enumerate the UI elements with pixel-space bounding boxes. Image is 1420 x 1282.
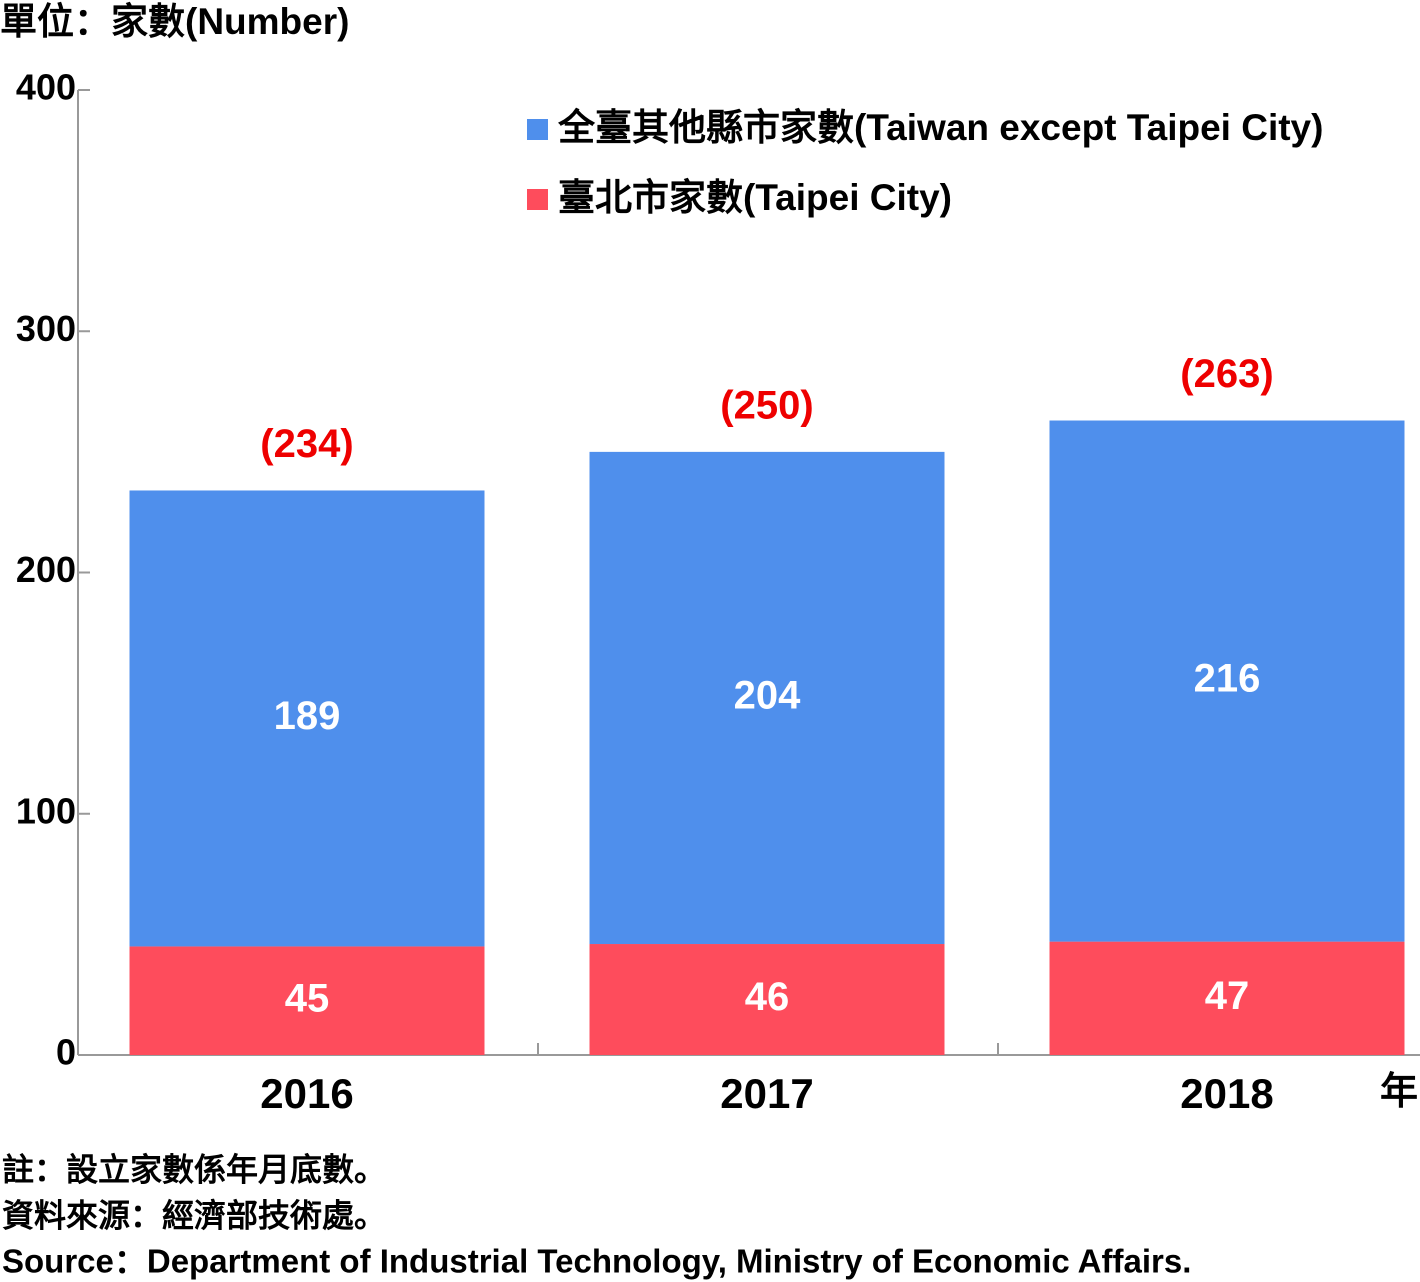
data-label: 47 <box>1205 974 1250 1018</box>
legend-label: 全臺其他縣市家數(Taiwan except Taipei City) <box>557 106 1323 148</box>
x-tick-label: 2016 <box>260 1070 353 1117</box>
y-tick-label: 200 <box>16 549 76 590</box>
data-label: 216 <box>1194 657 1261 701</box>
x-unit: 年 <box>1380 1071 1418 1113</box>
legend-swatch <box>527 119 548 140</box>
data-label: 189 <box>274 694 341 738</box>
data-label: 204 <box>734 674 801 718</box>
x-tick-label: 2018 <box>1180 1070 1273 1117</box>
bar-segment <box>1049 941 1405 1055</box>
bar-segment <box>1049 420 1405 942</box>
y-tick-label: 0 <box>56 1032 76 1073</box>
data-label: 45 <box>285 976 330 1020</box>
data-label: 46 <box>745 975 790 1019</box>
total-label: (250) <box>720 383 813 427</box>
x-tick-label: 2017 <box>720 1070 813 1117</box>
bar-segment <box>129 490 485 947</box>
total-label: (234) <box>260 422 353 466</box>
y-tick-label: 300 <box>16 308 76 349</box>
note: 註：設立家數係年月底數。 <box>2 1151 386 1187</box>
chart-title: 單位：家數(Number) <box>0 1 349 42</box>
legend-label: 臺北市家數(Taipei City) <box>558 176 952 218</box>
y-tick-label: 400 <box>16 67 76 108</box>
y-tick-label: 100 <box>16 790 76 831</box>
note: Source：Department of Industrial Technolo… <box>2 1243 1191 1280</box>
legend-swatch <box>527 189 548 210</box>
bar-segment <box>589 451 945 945</box>
bar-segment <box>589 944 945 1055</box>
total-label: (263) <box>1180 352 1273 396</box>
note: 資料來源：經濟部技術處。 <box>2 1197 386 1233</box>
bar-segment <box>129 946 485 1055</box>
